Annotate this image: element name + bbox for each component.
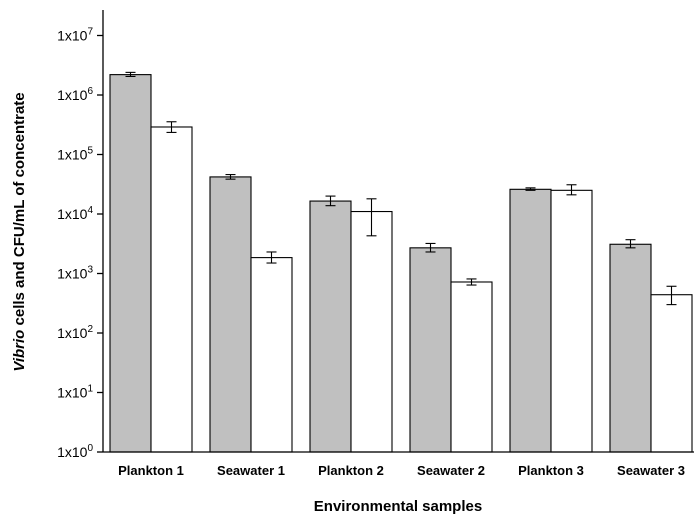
y-tick-label: 1x103: [57, 265, 93, 282]
y-tick-label: 1x104: [57, 205, 93, 222]
bar-gray: [109, 74, 152, 453]
y-tick-label: 1x107: [57, 27, 93, 44]
bar-white: [450, 281, 493, 453]
x-tick-label: Seawater 3: [617, 463, 685, 478]
x-tick-label: Plankton 1: [118, 463, 184, 478]
y-tick-label: 1x100: [57, 443, 93, 460]
x-tick-label: Seawater 1: [217, 463, 285, 478]
x-tick-label: Plankton 2: [318, 463, 384, 478]
bar-white: [150, 126, 193, 453]
bar-white: [550, 189, 593, 453]
y-ticks-group: 1x100 1x101 1x102 1x103 1x104 1x105 1x106 1x107: [57, 27, 103, 460]
x-axis-title: Environmental samples: [314, 498, 482, 515]
bar-gray: [209, 176, 252, 453]
bar-gray: [609, 243, 652, 453]
bars-group: [109, 74, 693, 453]
y-axis-title-italic: Vibrio: [11, 330, 28, 372]
y-tick-label: 1x101: [57, 384, 93, 401]
x-tick-label: Plankton 3: [518, 463, 584, 478]
bar-white: [250, 257, 293, 453]
bar-white: [650, 294, 693, 453]
x-tick-label: Seawater 2: [417, 463, 485, 478]
y-axis-title: Vibrio cells and CFU/mL of concentrate: [11, 92, 28, 371]
y-tick-label: 1x102: [57, 324, 93, 341]
y-tick-label: 1x106: [57, 86, 93, 103]
bar-gray: [409, 247, 452, 453]
y-tick-label: 1x105: [57, 146, 93, 163]
bar-white: [350, 210, 393, 453]
x-ticks-group: Plankton 1 Seawater 1 Plankton 2 Seawater 2…: [118, 463, 685, 478]
error-bars-group: [125, 71, 677, 306]
bar-gray: [509, 188, 552, 453]
bar-gray: [309, 200, 352, 453]
y-axis-title-rest: cells and CFU/mL of concentrate: [11, 92, 28, 329]
